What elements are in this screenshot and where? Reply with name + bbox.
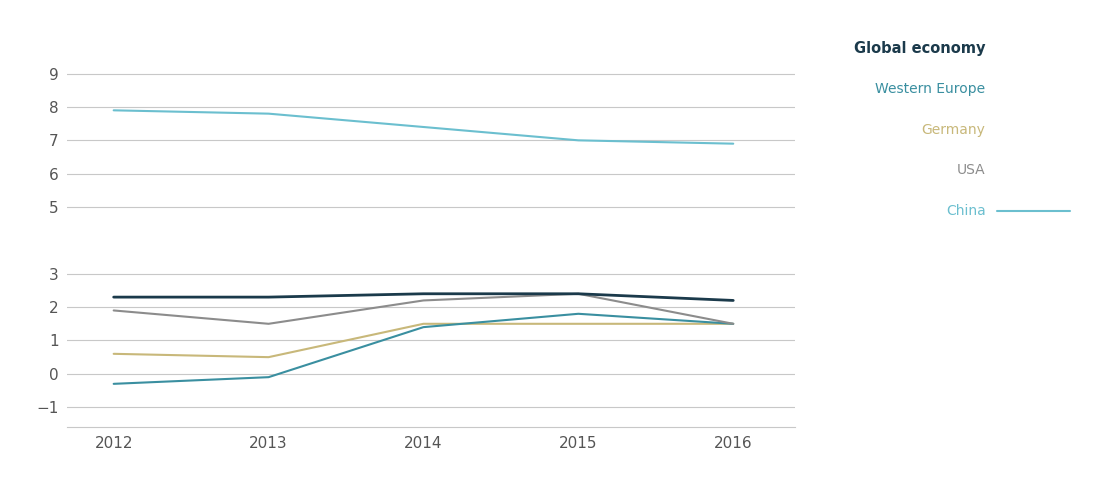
- Text: Global economy: Global economy: [855, 40, 986, 56]
- Text: Western Europe: Western Europe: [876, 82, 986, 96]
- Text: USA: USA: [956, 163, 986, 178]
- Text: China: China: [946, 204, 986, 218]
- Text: Germany: Germany: [922, 122, 986, 137]
